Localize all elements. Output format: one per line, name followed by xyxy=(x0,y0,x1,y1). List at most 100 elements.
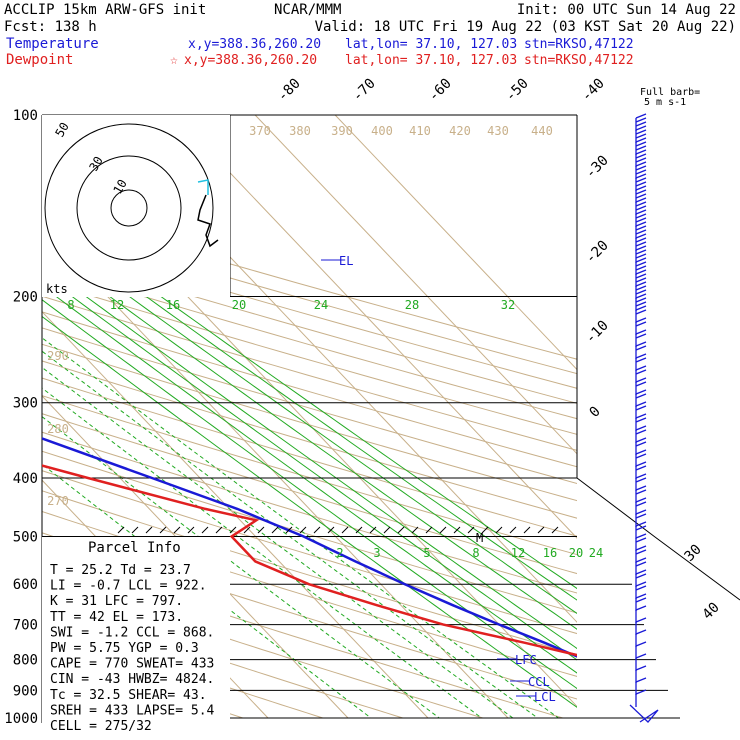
wind-barb-feather xyxy=(635,217,647,223)
parcel-info-row: PW = 5.75 YGP = 0.3 xyxy=(50,641,199,656)
wind-barb-feather xyxy=(635,161,647,167)
dry-adiabat-line xyxy=(42,295,577,451)
wind-barb-feather xyxy=(635,173,647,179)
wind-barb xyxy=(635,533,647,551)
wind-barb-feather xyxy=(635,533,647,539)
parcel-info-row: SWI = -1.2 CCL = 868. xyxy=(50,625,214,640)
hatch-mark xyxy=(201,526,209,534)
wind-barb-feather xyxy=(635,133,647,139)
wind-barb xyxy=(635,149,647,167)
isotherm-line xyxy=(42,395,349,719)
theta-label: 400 xyxy=(371,124,393,138)
wind-barb-feather xyxy=(635,417,647,423)
mixing-ratio-label: 5 xyxy=(423,546,430,560)
wind-barb-feather xyxy=(635,425,647,431)
wind-barb xyxy=(635,593,647,611)
wind-barb-feather xyxy=(635,557,647,563)
wind-barb xyxy=(635,413,647,431)
wind-barb-feather xyxy=(635,213,647,219)
wind-barb-feather xyxy=(635,465,647,471)
theta-label: 390 xyxy=(331,124,353,138)
dewpoint-station: stn=RKSO,47122 xyxy=(524,53,634,68)
theta-label: 430 xyxy=(487,124,509,138)
wind-barb-feather xyxy=(635,437,647,443)
wind-barb-feather xyxy=(635,129,647,135)
wind-barb-feather xyxy=(635,513,647,519)
wind-barb-feather xyxy=(635,177,647,183)
wind-barb-feather xyxy=(635,321,647,327)
wind-barb-feather xyxy=(635,253,647,259)
wind-barb xyxy=(635,605,647,623)
pressure-tick-label: 500 xyxy=(13,529,38,545)
dry-adiabat-line xyxy=(42,327,577,484)
wind-barb-feather xyxy=(635,597,647,603)
wind-barb xyxy=(635,389,647,407)
pressure-tick-label: 100 xyxy=(13,108,38,124)
wind-barb-feather xyxy=(635,561,647,567)
hodograph-ring xyxy=(44,123,214,293)
temperature-profile-line xyxy=(42,437,577,658)
wind-barb xyxy=(635,677,647,695)
dry-adiabat-line xyxy=(42,431,577,594)
dry-adiabat-line xyxy=(42,470,577,635)
temperature-latlon: lat,lon= 37.10, 127.03 xyxy=(345,37,517,52)
temperature-label: -10 xyxy=(583,318,612,347)
hodograph-ring xyxy=(110,189,148,227)
wind-barb xyxy=(635,329,647,347)
wind-barb-feather xyxy=(635,521,647,527)
wind-barb xyxy=(635,125,647,143)
hatch-mark xyxy=(355,526,363,534)
hodograph-ring-label: 10 xyxy=(110,177,129,197)
wind-barb-feather xyxy=(635,209,647,215)
wind-barb-feather xyxy=(635,221,647,227)
wind-barb-feather xyxy=(635,569,647,575)
wind-barb xyxy=(635,425,647,443)
wind-barb-feather xyxy=(635,113,647,119)
wind-barb-feather xyxy=(635,381,647,387)
hatch-mark xyxy=(495,526,503,534)
wind-barb-feather xyxy=(635,277,647,283)
hatch-mark xyxy=(145,526,153,534)
hatch-mark xyxy=(439,526,447,534)
wind-barb-feather xyxy=(635,357,647,363)
wind-barb xyxy=(635,221,647,239)
wind-barb xyxy=(635,449,647,467)
m-marker: M xyxy=(476,531,483,545)
wind-barb-feather xyxy=(635,145,647,151)
temperature-label: -20 xyxy=(583,238,612,267)
mixing-ratio-line xyxy=(42,337,559,719)
parcel-info-row: Tc = 32.5 SHEAR= 43. xyxy=(50,688,207,703)
hatch-mark xyxy=(467,526,475,534)
mixing-ratio-label: 24 xyxy=(589,546,603,560)
wind-barb xyxy=(635,137,647,155)
temperature-label: 0 xyxy=(587,404,604,421)
wind-barb-feather xyxy=(635,453,647,459)
wind-barb-cluster xyxy=(629,704,659,723)
wind-barb-feather xyxy=(635,269,647,275)
wind-barb-feather xyxy=(635,369,647,375)
wind-barb xyxy=(635,557,647,575)
wind-barb-feather xyxy=(635,545,647,551)
right-axis-bend xyxy=(576,477,740,601)
temperature-label: 40 xyxy=(700,600,723,623)
wind-barb-feather xyxy=(635,197,647,203)
wind-barb-feather xyxy=(635,285,647,291)
wind-barb-feather xyxy=(635,549,647,555)
wind-barb xyxy=(635,377,647,395)
sounding-profiles xyxy=(42,437,577,658)
wind-barb-feather xyxy=(635,429,647,435)
theta-label: 420 xyxy=(449,124,471,138)
temperature-label: 30 xyxy=(682,542,705,565)
wind-barb-feather xyxy=(635,233,647,239)
wind-barb-feather xyxy=(635,293,647,299)
wind-barb xyxy=(635,197,647,215)
parcel-info-row: K = 31 LFC = 797. xyxy=(50,594,183,609)
wind-barb xyxy=(635,257,647,275)
model-title: ACCLIP 15km ARW-GFS init xyxy=(4,2,206,18)
mixing-ratio-label: 8 xyxy=(472,546,479,560)
star-icon: ☆ xyxy=(170,53,178,68)
hatch-mark xyxy=(481,526,489,534)
wind-barb xyxy=(635,173,647,191)
wind-barb xyxy=(635,545,647,563)
temperature-station: stn=RKSO,47122 xyxy=(524,37,634,52)
